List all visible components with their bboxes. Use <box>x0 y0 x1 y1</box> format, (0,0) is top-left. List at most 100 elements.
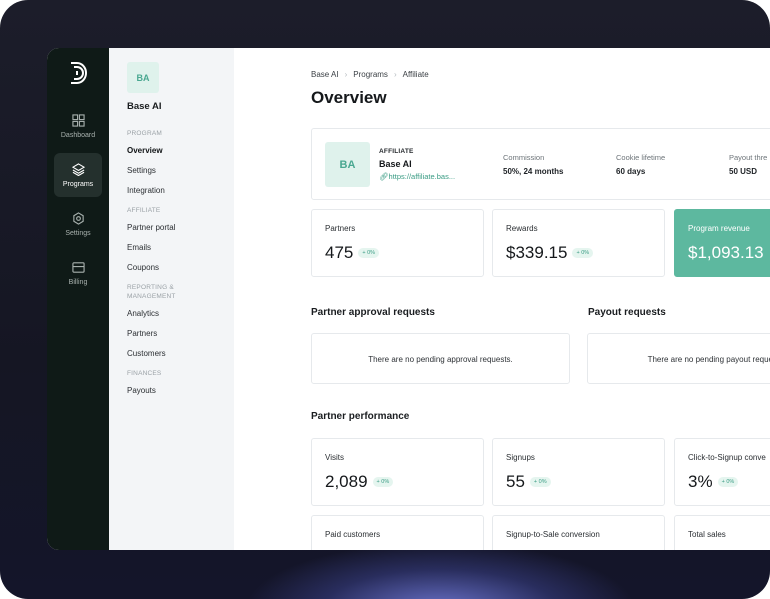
partner-performance-heading: Partner performance <box>311 411 410 422</box>
rail-item-programs[interactable]: Programs <box>54 153 102 197</box>
breadcrumb-item[interactable]: Programs <box>353 70 388 79</box>
nav-group-reporting: REPORTING & MANAGEMENT Analytics Partner… <box>127 283 234 358</box>
nav-link-emails[interactable]: Emails <box>127 243 152 252</box>
stat-label: Rewards <box>506 224 538 233</box>
nav-group-program: PROGRAM Overview Settings Integration <box>127 129 234 195</box>
change-badge: + 0% <box>717 477 739 487</box>
stat-label: Total sales <box>688 530 726 539</box>
dashboard-grid-icon <box>71 113 85 127</box>
nav-link-partner-portal[interactable]: Partner portal <box>127 223 176 232</box>
change-badge: + 0% <box>358 248 380 258</box>
section-label-finances: FINANCES <box>127 370 162 377</box>
page-title: Overview <box>311 88 387 107</box>
section-label-line: MANAGEMENT <box>127 293 176 300</box>
rail-item-label: Settings <box>65 229 91 237</box>
rail-item-billing[interactable]: Billing <box>54 251 102 295</box>
breadcrumb-item[interactable]: Base AI <box>311 70 339 79</box>
rail-item-label: Programs <box>62 180 94 188</box>
empty-state-message: There are no pending approval requests. <box>368 355 513 364</box>
stat-label: Signup-to-Sale conversion <box>506 530 600 539</box>
nav-link-customers[interactable]: Customers <box>127 349 166 358</box>
icon-rail: Dashboard Programs Settings Billing <box>47 48 109 550</box>
payout-requests-panel: There are no pending payout requests. <box>587 333 770 384</box>
stat-number: 2,089 <box>325 472 368 491</box>
commission-value: 50%, 24 months <box>503 167 564 176</box>
program-avatar: BA <box>127 62 159 93</box>
payout-threshold-label: Payout thre <box>729 153 768 162</box>
link-icon: 🔗︎ <box>379 172 389 181</box>
metric-card-paid-customers: Paid customers <box>311 515 484 550</box>
stat-label: Paid customers <box>325 530 381 539</box>
metric-card-signups: Signups 55 + 0% <box>492 438 665 506</box>
nav-link-analytics[interactable]: Analytics <box>127 309 160 318</box>
stat-value: 2,089 + 0% <box>325 472 394 492</box>
stat-label: Click-to-Signup conve <box>688 453 766 462</box>
stat-number: 55 <box>506 472 525 491</box>
stat-value: 3% + 0% <box>688 472 739 492</box>
app-window: Dashboard Programs Settings Billing BA B… <box>47 48 770 550</box>
rail-item-dashboard[interactable]: Dashboard <box>54 104 102 148</box>
affiliate-link[interactable]: 🔗︎https://affiliate.bas... <box>379 172 455 181</box>
nav-group-affiliate: AFFILIATE Partner portal Emails Coupons <box>127 206 234 272</box>
cookie-lifetime-value: 60 days <box>616 167 646 176</box>
rail-item-label: Dashboard <box>60 131 96 139</box>
empty-state-message: There are no pending payout requests. <box>647 355 770 364</box>
metric-card-visits: Visits 2,089 + 0% <box>311 438 484 506</box>
section-label-line: REPORTING & <box>127 284 174 291</box>
rail-item-settings[interactable]: Settings <box>54 202 102 246</box>
breadcrumb: Base AI › Programs › Affiliate <box>311 70 770 79</box>
stat-label: Signups <box>506 453 535 462</box>
commission-label: Commission <box>503 153 545 162</box>
app-logo-icon <box>71 62 87 84</box>
chevron-right-icon: › <box>393 70 397 79</box>
stat-card-rewards: Rewards $339.15 + 0% <box>492 209 665 277</box>
metric-card-total-sales: Total sales <box>674 515 770 550</box>
payout-requests-heading: Payout requests <box>588 307 666 318</box>
gear-icon <box>72 211 84 225</box>
billing-card-icon <box>71 261 85 273</box>
change-badge: + 0% <box>572 248 594 258</box>
affiliate-avatar: BA <box>325 142 370 187</box>
affiliate-tag: AFFILIATE <box>379 148 414 155</box>
stat-label: Program revenue <box>688 224 750 233</box>
stat-card-program-revenue: Program revenue $1,093.13 <box>674 209 770 277</box>
nav-group-finances: FINANCES Payouts <box>127 369 234 395</box>
payout-threshold-value: 50 USD <box>729 167 758 176</box>
program-name: Base AI <box>127 101 162 112</box>
chevron-right-icon: › <box>344 70 348 79</box>
metric-card-signup-to-sale: Signup-to-Sale conversion <box>492 515 665 550</box>
stat-label: Visits <box>325 453 344 462</box>
affiliate-info-card: BA AFFILIATE Base AI 🔗︎https://affiliate… <box>311 128 770 200</box>
program-subnav: BA Base AI PROGRAM Overview Settings Int… <box>109 48 234 550</box>
main-content: Base AI › Programs › Affiliate Overview … <box>234 48 770 550</box>
stat-number: 475 <box>325 243 354 262</box>
change-badge: + 0% <box>372 477 394 487</box>
nav-link-payouts[interactable]: Payouts <box>127 386 156 395</box>
metric-card-click-to-signup: Click-to-Signup conve 3% + 0% <box>674 438 770 506</box>
nav-link-integration[interactable]: Integration <box>127 186 165 195</box>
stat-value: $1,093.13 <box>688 243 764 263</box>
change-badge: + 0% <box>529 477 551 487</box>
section-label-affiliate: AFFILIATE <box>127 207 161 214</box>
stat-number: 3% <box>688 472 713 491</box>
stat-card-partners: Partners 475 + 0% <box>311 209 484 277</box>
nav-link-settings[interactable]: Settings <box>127 166 156 175</box>
stat-label: Partners <box>325 224 356 233</box>
layers-icon <box>71 162 85 176</box>
section-label-reporting: REPORTING & MANAGEMENT <box>127 283 234 301</box>
stat-number: $339.15 <box>506 243 568 262</box>
section-label-program: PROGRAM <box>127 130 162 137</box>
stat-value: 55 + 0% <box>506 472 551 492</box>
nav-link-coupons[interactable]: Coupons <box>127 263 160 272</box>
stat-value: 475 + 0% <box>325 243 380 263</box>
affiliate-link-text: https://affiliate.bas... <box>388 172 456 181</box>
rail-item-label: Billing <box>68 278 88 286</box>
affiliate-name: Base AI <box>379 159 412 169</box>
approval-requests-heading: Partner approval requests <box>311 307 435 318</box>
nav-link-partners[interactable]: Partners <box>127 329 158 338</box>
cookie-lifetime-label: Cookie lifetime <box>616 153 666 162</box>
breadcrumb-item[interactable]: Affiliate <box>402 70 429 79</box>
nav-link-overview[interactable]: Overview <box>127 146 163 155</box>
approval-requests-panel: There are no pending approval requests. <box>311 333 570 384</box>
